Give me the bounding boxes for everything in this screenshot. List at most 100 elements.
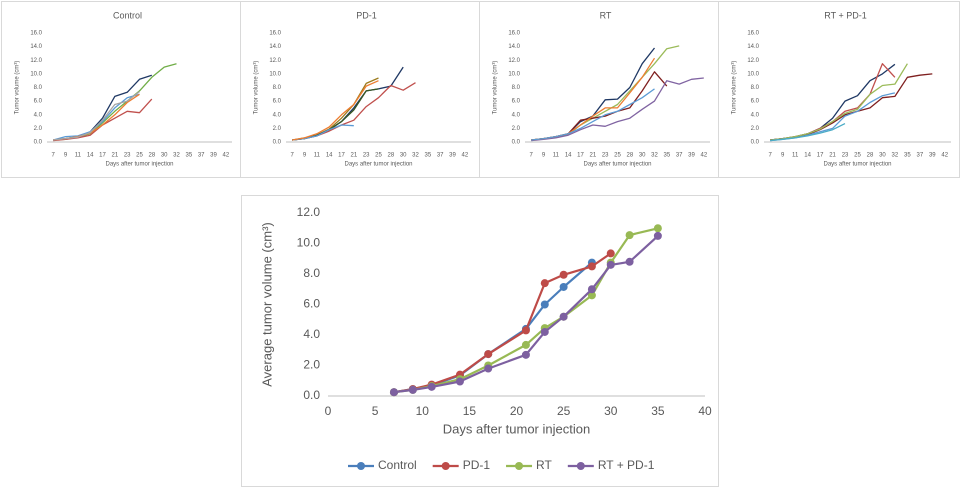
chart-title: PD-1: [356, 10, 377, 20]
x-tick-label: 23: [124, 153, 131, 159]
series-line: [292, 124, 354, 141]
series-line: [393, 227, 659, 394]
x-tick-label: 39: [449, 153, 456, 159]
y-tick-label: 0.0: [303, 388, 320, 402]
series-marker: [540, 300, 549, 309]
y-tick-label: 4.0: [34, 112, 43, 118]
y-tick-label: 6.0: [303, 297, 320, 311]
x-tick-label: 15: [463, 404, 477, 418]
y-tick-label: 8.0: [303, 266, 320, 280]
series-marker: [559, 312, 568, 321]
series-marker: [540, 279, 549, 288]
series-marker: [653, 231, 662, 240]
series-marker: [606, 260, 615, 269]
x-tick-label: 14: [804, 153, 811, 159]
y-tick-label: 14.0: [30, 44, 42, 50]
y-tick-label: 16.0: [30, 31, 42, 37]
y-tick-label: 2.0: [34, 126, 43, 132]
x-tick-label: 28: [387, 153, 394, 159]
x-tick-label: 30: [400, 153, 407, 159]
x-tick-label: 11: [75, 153, 82, 159]
series-marker: [521, 326, 530, 335]
series-marker: [606, 249, 615, 258]
series-line: [292, 82, 416, 141]
x-tick-label: 5: [372, 404, 379, 418]
series-line: [53, 74, 153, 141]
series-marker: [540, 327, 549, 336]
series-marker: [521, 340, 530, 349]
y-tick-label: 0.0: [751, 140, 760, 146]
x-axis-label: Days after tumor injection: [443, 421, 590, 436]
series-marker: [587, 291, 596, 300]
x-axis-label: Days after tumor injection: [105, 162, 173, 168]
series-marker: [455, 377, 464, 386]
y-tick-label: 4.0: [751, 112, 760, 118]
y-tick-label: 6.0: [273, 99, 282, 105]
x-tick-label: 7: [290, 153, 294, 159]
series-line: [292, 88, 379, 141]
x-tick-label: 32: [892, 153, 899, 159]
x-tick-label: 28: [867, 153, 874, 159]
legend-label: RT: [536, 458, 552, 472]
x-tick-label: 14: [326, 153, 333, 159]
x-tick-label: 39: [210, 153, 217, 159]
x-tick-label: 40: [698, 404, 712, 418]
x-tick-label: 11: [792, 153, 799, 159]
x-tick-label: 17: [817, 153, 824, 159]
series-line: [393, 235, 659, 394]
series-marker: [653, 224, 662, 233]
y-tick-label: 12.0: [297, 205, 321, 219]
y-tick-label: 8.0: [512, 85, 521, 91]
series-line: [393, 252, 612, 394]
chart-title: RT + PD-1: [824, 10, 866, 20]
x-axis-label: Days after tumor injection: [344, 162, 412, 168]
x-tick-label: 7: [529, 153, 533, 159]
x-tick-label: 23: [363, 153, 370, 159]
x-tick-label: 14: [565, 153, 572, 159]
x-tick-label: 42: [222, 153, 229, 159]
x-tick-label: 35: [185, 153, 192, 159]
y-tick-label: 8.0: [751, 85, 760, 91]
x-tick-label: 17: [99, 153, 106, 159]
x-tick-label: 10: [416, 404, 430, 418]
y-tick-label: 2.0: [303, 358, 320, 372]
series-marker: [484, 350, 493, 359]
chart-title: Control: [113, 10, 142, 20]
x-tick-label: 32: [173, 153, 180, 159]
x-tick-label: 21: [829, 153, 836, 159]
series-marker: [484, 364, 493, 373]
y-tick-label: 2.0: [273, 126, 282, 132]
series-marker: [427, 382, 436, 391]
x-tick-label: 30: [161, 153, 168, 159]
y-tick-label: 0.0: [273, 140, 282, 146]
y-tick-label: 12.0: [747, 58, 759, 64]
x-tick-label: 28: [148, 153, 155, 159]
series-line: [770, 92, 896, 142]
x-tick-label: 25: [375, 153, 382, 159]
legend-label: Control: [378, 458, 417, 472]
y-tick-label: 4.0: [512, 112, 521, 118]
x-tick-label: 9: [303, 153, 307, 159]
x-tick-label: 25: [557, 404, 571, 418]
x-tick-label: 37: [198, 153, 205, 159]
x-tick-label: 0: [325, 404, 332, 418]
x-tick-label: 28: [626, 153, 633, 159]
x-tick-label: 30: [604, 404, 618, 418]
series-marker: [559, 282, 568, 291]
panel-frame: [718, 1, 960, 178]
y-axis-label: Tumor volume (cm³): [254, 61, 260, 115]
x-tick-label: 37: [916, 153, 923, 159]
y-tick-label: 14.0: [508, 44, 520, 50]
legend-marker: [576, 462, 585, 470]
x-tick-label: 39: [929, 153, 936, 159]
series-marker: [625, 257, 634, 266]
series-line: [53, 63, 177, 141]
y-tick-label: 10.0: [269, 71, 281, 77]
x-tick-label: 30: [879, 153, 886, 159]
series-line: [770, 73, 933, 141]
y-tick-label: 12.0: [508, 58, 520, 64]
x-tick-label: 35: [424, 153, 431, 159]
x-tick-label: 25: [614, 153, 621, 159]
x-axis-label: Days after tumor injection: [583, 162, 651, 168]
